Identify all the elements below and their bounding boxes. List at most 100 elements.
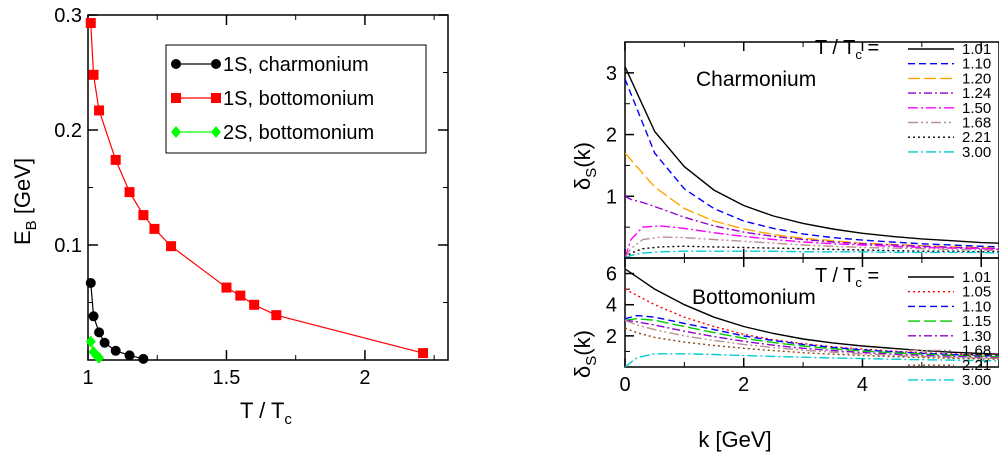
legend-label: 2.21: [962, 129, 991, 146]
charmonium-series-T1_10: [625, 78, 999, 248]
charmonium-series-T1_24: [625, 195, 999, 250]
data-point-1s-bottomonium: [138, 210, 149, 221]
left-legend-box: [165, 44, 427, 154]
bottomonium-legend-entry: 1.05: [908, 284, 991, 301]
data-point-1s-charmonium: [88, 311, 99, 322]
legend-label: 1.68: [962, 115, 991, 132]
bottomonium-y-tick-label: 4: [606, 295, 617, 317]
charmonium-series-layer: [625, 66, 999, 258]
data-point-1s-bottomonium: [221, 282, 232, 293]
charmonium-legend-entry: 1.01: [908, 41, 991, 58]
data-point-1s-bottomonium: [271, 310, 282, 321]
data-point-1s-charmonium: [99, 337, 110, 348]
charmonium-series-T1_01: [625, 66, 999, 244]
charmonium-axis-ticks: 1 2 3: [606, 42, 982, 258]
bottomonium-legend-entry: 1.10: [908, 298, 991, 315]
bottomonium-series-T2_21: [625, 327, 999, 360]
data-point-1s-charmonium: [124, 350, 135, 361]
legend-marker: [211, 126, 221, 138]
left-legend: 1S, charmonium 1S, bottomonium 2S, bottomo…: [165, 44, 427, 154]
data-point-1s-charmonium: [85, 277, 96, 288]
charmonium-legend-entry: 2.21: [908, 129, 991, 146]
legend-label: 1.10: [962, 298, 991, 315]
data-point-1s-bottomonium: [110, 154, 121, 165]
series-2s-bottomonium: [85, 335, 105, 364]
charmonium-series-T3_00: [625, 250, 999, 258]
charmonium-legend-entry: 1.10: [908, 56, 991, 73]
charmonium-legend-entry: 1.50: [908, 100, 991, 117]
data-point-1s-bottomonium: [88, 69, 99, 80]
legend-label: 1S, charmonium: [223, 54, 369, 76]
left-y-tick-label: 0.3: [54, 5, 82, 27]
charmonium-series-T1_20: [625, 152, 999, 249]
legend-label: 1.05: [962, 284, 991, 301]
data-point-1s-bottomonium: [94, 105, 105, 116]
bottomonium-series-T1_68: [625, 319, 999, 360]
bottomonium-plot-frame: [624, 257, 999, 368]
charmonium-y-tick-label: 3: [606, 63, 617, 85]
binding-energy-panel: 1 1.5 2 0.1 0.2 0.3 EB [GeV] T / Tc 1S, charm…: [10, 5, 449, 428]
legend-marker: [211, 59, 221, 69]
data-point-1s-bottomonium: [124, 187, 135, 198]
left-y-tick-label: 0.1: [54, 235, 82, 257]
left-y-tick-label: 0.2: [54, 120, 82, 142]
data-point-1s-charmonium: [110, 345, 121, 356]
data-point-1s-bottomonium: [149, 223, 160, 234]
bottomonium-axis-ticks: 0 2 4 2 4 6: [606, 258, 982, 396]
bottomonium-series-T1_30: [625, 319, 999, 359]
legend-label: 1.50: [962, 100, 991, 117]
bottomonium-x-axis-label: k [GeV]: [698, 427, 771, 452]
left-series-layer: [85, 18, 429, 364]
charmonium-legend-entry: 1.24: [908, 85, 991, 102]
bottomonium-y-tick-label: 6: [606, 264, 617, 286]
charmonium-legend-entry: 1.20: [908, 70, 991, 87]
legend-marker: [171, 126, 181, 138]
data-point-1s-bottomonium: [235, 290, 246, 301]
legend-label: 1.68: [962, 343, 991, 360]
left-x-tick-label: 2: [359, 367, 370, 389]
bottomonium-series-T1_01: [625, 268, 999, 355]
charmonium-legend-entry: 3.00: [908, 144, 991, 161]
charmonium-panel-title: Charmonium: [696, 68, 816, 91]
data-point-1s-bottomonium: [418, 348, 429, 359]
data-point-1s-bottomonium: [249, 299, 260, 310]
charmonium-legend-entry: 1.68: [908, 115, 991, 132]
data-point-1s-charmonium: [138, 353, 149, 364]
charmonium-y-tick-label: 2: [606, 125, 617, 147]
left-x-tick-label: 1.5: [213, 367, 241, 389]
legend-entry-1s-bottomonium: 1S, bottomonium: [171, 88, 374, 110]
left-y-axis-label: EB [GeV]: [10, 158, 40, 245]
bottomonium-legend-entry: 1.68: [908, 343, 991, 360]
legend-label: 1.24: [962, 85, 991, 102]
charmonium-panel: 123 Charmonium δS(k) T / Tc = 1.011.101.2…: [570, 37, 999, 259]
bottomonium-series-T1_15: [625, 317, 999, 358]
bottomonium-series-T3_00: [625, 353, 999, 367]
bottomonium-panel: 0 2 4 2 4 6 Bottomonium δS(k) k [GeV] T / Tc …: [570, 257, 999, 452]
series-1s-bottomonium: [85, 18, 429, 359]
series-1s-charmonium: [85, 277, 149, 364]
legend-label: 3.00: [962, 144, 991, 161]
legend-label: 2.21: [962, 357, 991, 374]
bottomonium-legend-entry: 1.01: [908, 269, 991, 286]
legend-label: 1.30: [962, 328, 991, 345]
legend-label: 2S, bottomonium: [223, 122, 374, 144]
legend-label: 1.20: [962, 70, 991, 87]
bottomonium-x-tick-label: 4: [857, 374, 868, 396]
bottomonium-legend-entry: 1.15: [908, 313, 991, 330]
charmonium-series-T2_21: [625, 245, 999, 258]
legend-entry-2s-bottomonium: 2S, bottomonium: [171, 122, 374, 144]
left-axis-ticks: 1 1.5 2 0.1 0.2 0.3: [54, 5, 448, 389]
bottomonium-legend-entry: 1.30: [908, 328, 991, 345]
legend-label: 1S, bottomonium: [223, 88, 374, 110]
data-point-1s-bottomonium: [85, 18, 96, 29]
legend-marker: [211, 93, 221, 103]
bottomonium-series-layer: [625, 268, 999, 367]
legend-marker: [171, 93, 181, 103]
legend-marker: [171, 59, 181, 69]
bottomonium-x-tick-label: 2: [738, 374, 749, 396]
bottomonium-legend: T / Tc = 1.011.051.101.151.301.682.213.00: [815, 265, 991, 389]
data-point-1s-bottomonium: [166, 241, 177, 252]
bottomonium-panel-title: Bottomonium: [692, 286, 816, 309]
charmonium-y-tick-label: 1: [606, 186, 617, 208]
